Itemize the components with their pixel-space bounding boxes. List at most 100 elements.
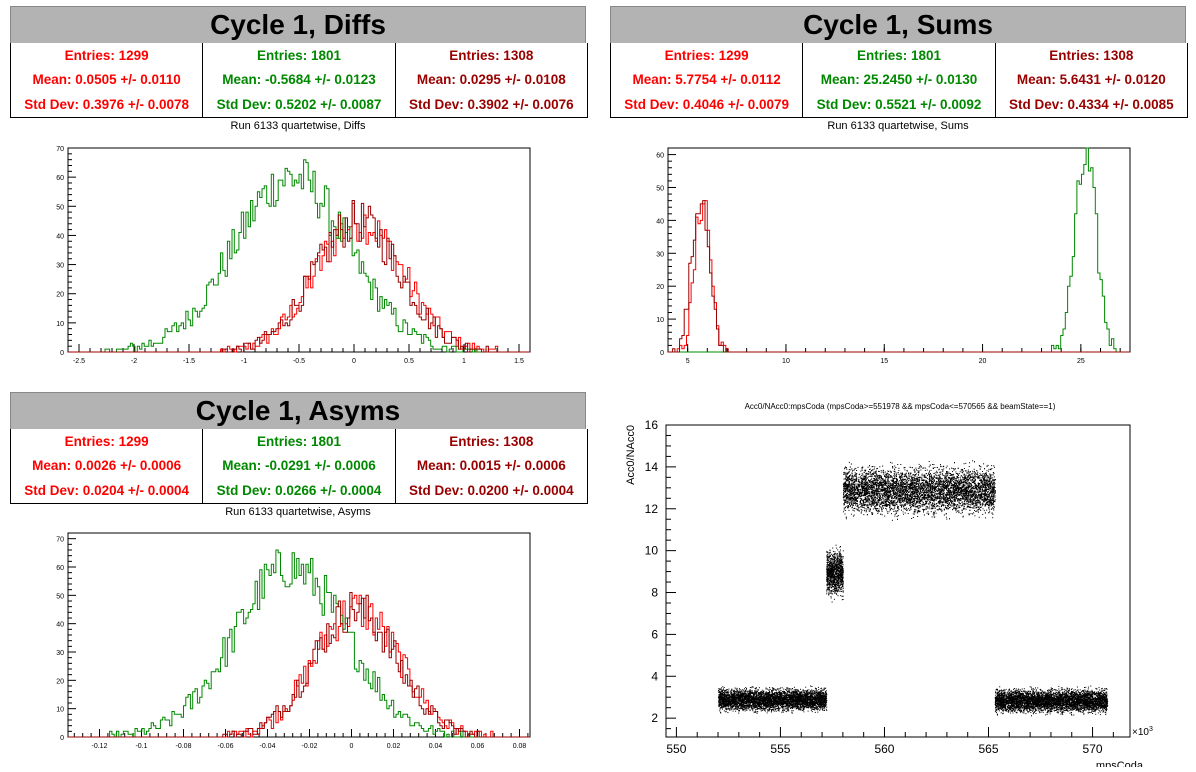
scatter-point (762, 702, 764, 704)
scatter-point (818, 689, 820, 690)
scatter-point (760, 699, 762, 701)
scatter-point (738, 705, 740, 706)
scatter-point (794, 699, 796, 701)
scatter-point (793, 690, 795, 692)
scatter-point (745, 687, 747, 689)
scatter-point (761, 691, 763, 693)
scatter-point (756, 694, 758, 696)
scatter-point (760, 695, 762, 697)
scatter-point (784, 705, 786, 707)
scatter-point (772, 700, 774, 702)
scatter-point (741, 703, 742, 705)
scatter-point (759, 696, 761, 698)
scatter-point (811, 686, 813, 687)
scatter-point (771, 705, 772, 706)
scatter-point (740, 689, 742, 691)
scatter-point (750, 696, 752, 698)
scatter-point (741, 699, 742, 701)
scatter-point (778, 707, 780, 709)
mean-label: Mean: 0.0026 +/- 0.0006 (32, 458, 182, 474)
scatter-point (760, 699, 762, 701)
scatter-point (726, 707, 728, 709)
scatter-point (789, 705, 791, 707)
sums-stats-box: Entries: 1299 Mean: 5.7754 +/- 0.0112 St… (610, 43, 1188, 118)
scatter-point (766, 705, 767, 707)
y-tick-label: 2 (651, 711, 658, 725)
scatter-point (747, 694, 749, 696)
scatter-point (760, 693, 762, 695)
scatter-point (826, 706, 828, 708)
scatter-point (771, 696, 773, 698)
scatter-point (760, 699, 762, 701)
scatter-point (811, 694, 813, 696)
scatter-point (795, 704, 796, 706)
scatter-point (757, 690, 759, 691)
scatter-point (807, 702, 809, 704)
scatter-point (761, 691, 762, 693)
scatter-point (740, 704, 742, 706)
scatter-point (718, 691, 720, 693)
scatter-point (798, 708, 799, 710)
scatter-point (761, 700, 763, 702)
stddev-label: Std Dev: 0.4046 +/- 0.0079 (624, 97, 790, 113)
scatter-point (749, 691, 751, 693)
scatter-point (725, 696, 727, 698)
scatter-point (760, 695, 762, 697)
scatter-point (811, 690, 813, 692)
scatter-point (798, 690, 800, 692)
histogram-series-darkred (668, 200, 1130, 353)
scatter-point (763, 699, 765, 701)
scatter-point (744, 708, 746, 710)
scatter-point (812, 709, 814, 711)
scatter-point (751, 687, 753, 689)
scatter-point (771, 702, 773, 704)
scatter-point (754, 692, 756, 694)
scatter-point (721, 706, 723, 708)
scatter-point (731, 689, 733, 691)
scatter-point (800, 705, 801, 707)
stddev-label: Std Dev: 0.3976 +/- 0.0078 (24, 97, 190, 113)
scatter-point (798, 695, 800, 697)
entries-label: Entries: 1308 (449, 433, 534, 449)
scatter-point (741, 708, 743, 710)
scatter-point (735, 707, 737, 709)
scatter-point (787, 708, 789, 710)
scatter-point (730, 708, 732, 710)
scatter-point (785, 693, 787, 695)
scatter-point (801, 703, 803, 705)
scatter-point (742, 699, 744, 701)
scatter-point (768, 710, 770, 712)
scatter-point (734, 696, 736, 698)
scatter-point (736, 691, 738, 693)
scatter-point (816, 698, 818, 700)
scatter-point (793, 692, 795, 694)
scatter-point (752, 708, 754, 710)
mean-label: Mean: 5.7754 +/- 0.0112 (632, 72, 781, 88)
scatter-point (817, 703, 819, 705)
scatter-point (817, 692, 819, 694)
scatter-point (718, 690, 720, 691)
scatter-point (738, 689, 740, 691)
scatter-point (818, 701, 820, 702)
scatter-point (735, 699, 737, 701)
scatter-point (810, 690, 811, 692)
scatter-point (779, 691, 781, 693)
scatter-point (812, 699, 813, 701)
scatter-point (729, 701, 731, 703)
scatter-point (744, 694, 746, 696)
scatter-point (722, 704, 724, 706)
scatter-point (767, 694, 769, 696)
y-tick-label: 60 (56, 565, 64, 572)
scatter-point (777, 688, 779, 690)
scatter-point (811, 692, 813, 694)
scatter-point (789, 706, 791, 708)
scatter-point (821, 694, 822, 696)
scatter-point (733, 697, 735, 699)
scatter-point (734, 708, 736, 710)
scatter-point (799, 693, 801, 695)
scatter-point (795, 694, 797, 696)
scatter-point (825, 699, 827, 701)
scatter-point (787, 700, 789, 702)
y-tick-label: 8 (651, 586, 658, 600)
scatter-point (754, 699, 756, 701)
